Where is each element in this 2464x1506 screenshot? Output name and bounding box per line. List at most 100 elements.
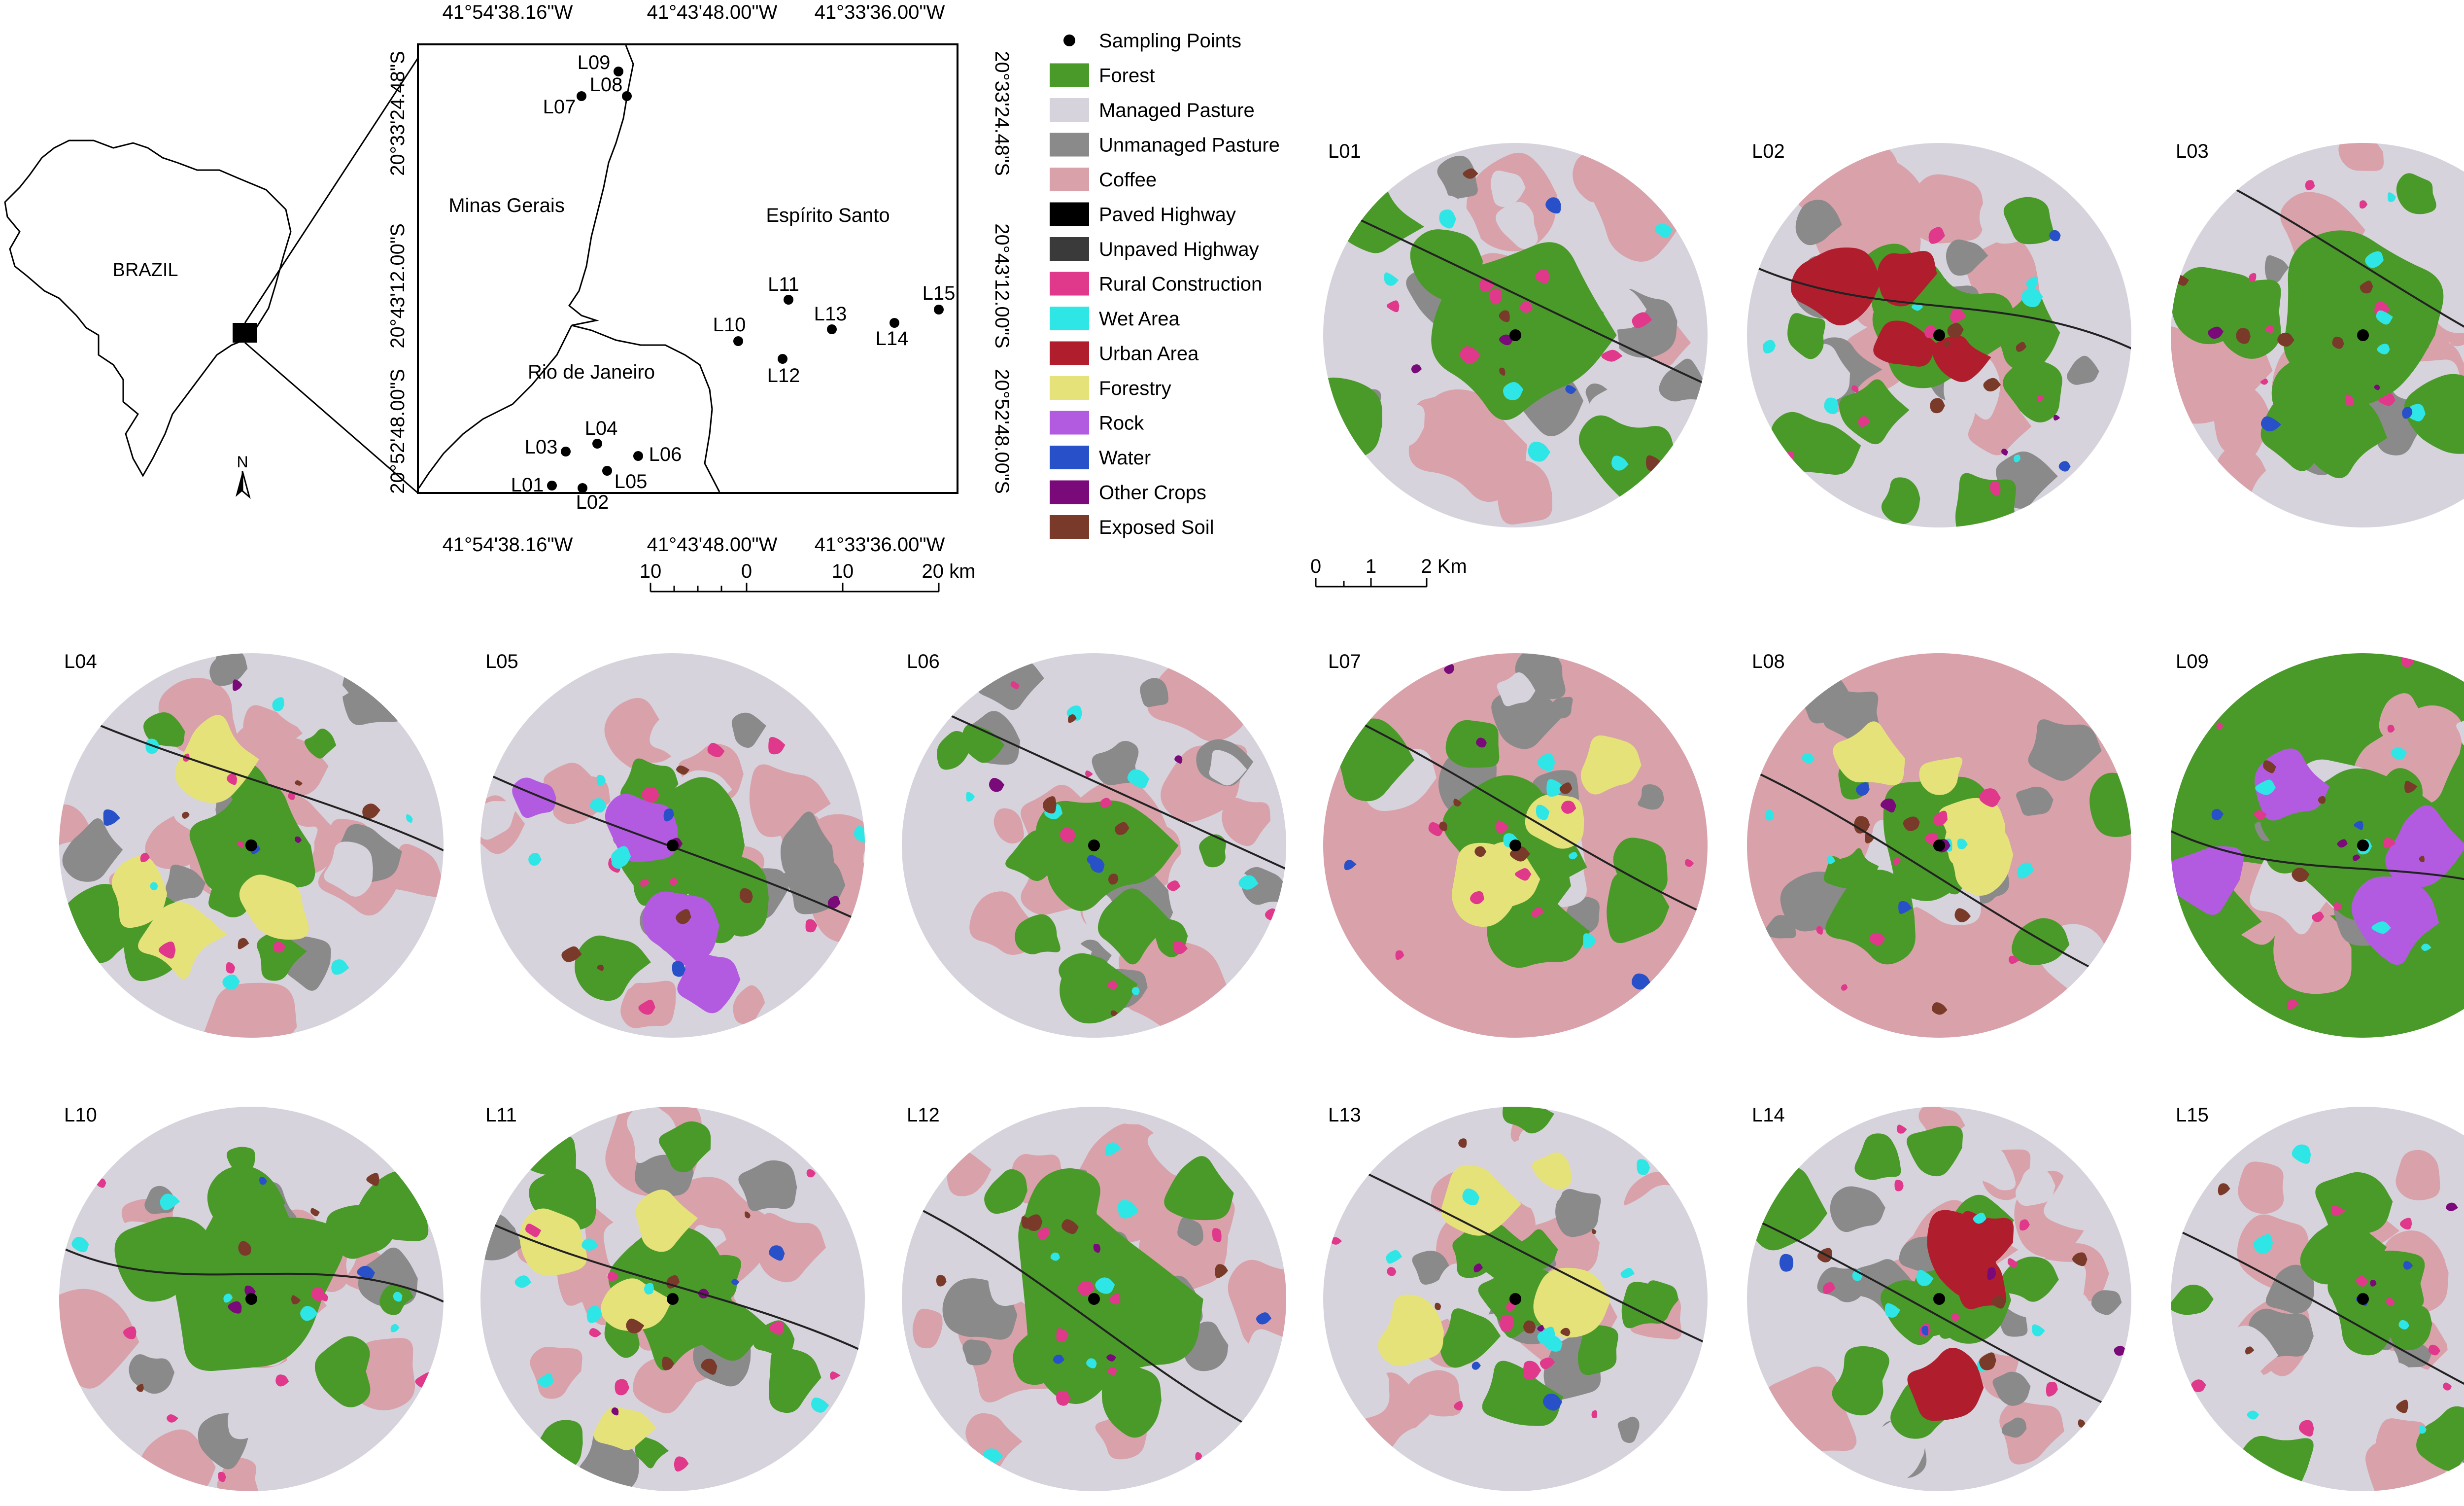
legend-label: Water xyxy=(1099,447,1151,469)
landuse-circle-l04: L04 xyxy=(59,651,444,1038)
legend-swatch xyxy=(1050,237,1089,261)
scale-circle-tick-2: 2 Km xyxy=(1421,556,1467,577)
legend-label: Coffee xyxy=(1099,169,1157,191)
circle-label: L01 xyxy=(1328,140,1361,162)
scale-main-tick-10-left: 10 xyxy=(640,560,662,582)
sampling-point xyxy=(1933,329,1945,341)
scale-main-tick-10: 10 xyxy=(832,560,854,582)
landuse-circle-l01: L01 xyxy=(1323,140,1708,527)
sampling-point xyxy=(1088,1293,1100,1305)
sampling-point xyxy=(1509,1293,1521,1305)
lon-top-1: 41°54'38.16"W xyxy=(443,1,573,23)
lon-bottom-2: 41°43'48.00"W xyxy=(647,534,778,556)
sampling-point-l11 xyxy=(784,295,793,305)
sampling-point xyxy=(1509,329,1521,341)
circle-label: L09 xyxy=(2176,651,2209,672)
sampling-point xyxy=(2357,329,2369,341)
sampling-point-label: L12 xyxy=(767,365,800,386)
map-frame xyxy=(417,43,958,494)
circle-label: L02 xyxy=(1752,140,1785,162)
north-arrow xyxy=(235,470,250,498)
legend-swatch xyxy=(1050,515,1089,539)
circle-label: L12 xyxy=(907,1104,940,1126)
landuse-circle-l02: L02 xyxy=(1747,140,2131,527)
legend-label: Sampling Points xyxy=(1099,30,1241,52)
legend-label: Rural Construction xyxy=(1099,274,1262,295)
sampling-point xyxy=(2357,840,2369,851)
scale-circle-tick-0: 0 xyxy=(1310,556,1321,577)
brazil-outline xyxy=(4,140,292,478)
sampling-point-l09 xyxy=(614,67,623,76)
legend-label: Forest xyxy=(1099,65,1155,87)
study-area-marker xyxy=(233,323,257,343)
legend-label: Rock xyxy=(1099,413,1144,434)
state-label-rio-de-janeiro: Rio de Janeiro xyxy=(528,361,655,383)
legend-label: Unmanaged Pasture xyxy=(1099,135,1280,156)
landuse-circle-l14: L14 xyxy=(1747,1104,2131,1491)
lon-bottom-1: 41°54'38.16"W xyxy=(443,534,573,556)
legend-swatch xyxy=(1063,35,1075,46)
legend-label: Exposed Soil xyxy=(1099,517,1214,538)
sampling-point-label: L05 xyxy=(615,471,648,492)
legend-swatch xyxy=(1050,480,1089,504)
circle-label: L10 xyxy=(64,1104,97,1126)
landuse-circle-l07: L07 xyxy=(1323,651,1708,1038)
sampling-point xyxy=(245,840,257,851)
sampling-point-l03 xyxy=(561,447,571,456)
lon-top-2: 41°43'48.00"W xyxy=(647,1,778,23)
circle-label: L11 xyxy=(485,1104,517,1126)
legend: Sampling Points Forest Managed Pasture Unma… xyxy=(1050,30,1280,539)
legend-label: Unpaved Highway xyxy=(1099,239,1259,260)
state-label-espirito-santo: Espírito Santo xyxy=(766,205,890,226)
circle-label: L14 xyxy=(1752,1104,1785,1126)
landuse-circle-l11: L11 xyxy=(480,1104,865,1491)
state-border-mg-rj xyxy=(418,325,573,489)
sampling-point-label: L10 xyxy=(713,314,746,336)
zoom-line-bottom xyxy=(244,342,418,494)
sampling-point-label: L09 xyxy=(578,52,611,73)
country-label: BRAZIL xyxy=(112,260,178,280)
landuse-circle-l06: L06 xyxy=(902,651,1286,1038)
lat-right-1: 20°33'24.48"S xyxy=(991,51,1013,176)
legend-swatch xyxy=(1050,272,1089,296)
sampling-point-l02 xyxy=(578,483,587,493)
circle-label: L04 xyxy=(64,651,97,672)
circle-label: L07 xyxy=(1328,651,1361,672)
sampling-point xyxy=(1088,840,1100,851)
lat-right-2: 20°43'12.00"S xyxy=(991,223,1013,349)
landuse-circle-l12: L12 xyxy=(902,1104,1286,1491)
circle-label: L06 xyxy=(907,651,940,672)
legend-swatch xyxy=(1050,411,1089,435)
legend-label: Wet Area xyxy=(1099,308,1180,330)
state-label-minas-gerais: Minas Gerais xyxy=(448,195,565,216)
sampling-point-label: L04 xyxy=(585,418,618,439)
lon-top-3: 41°33'36.00"W xyxy=(815,1,945,23)
sampling-point xyxy=(1509,840,1521,851)
sampling-point-l14 xyxy=(890,318,899,328)
legend-swatch xyxy=(1050,446,1089,469)
sampling-point-l04 xyxy=(592,439,602,449)
landuse-circle-l08: L08 xyxy=(1747,651,2131,1038)
scale-main-tick-0: 0 xyxy=(741,560,752,582)
sampling-point-label: L11 xyxy=(768,274,799,295)
scale-bar-main: 10 0 10 20 km xyxy=(640,560,975,593)
sampling-point-l08 xyxy=(622,91,632,101)
scale-bar-circles: 0 1 2 Km xyxy=(1310,556,1467,588)
legend-swatch xyxy=(1050,376,1089,400)
legend-swatch xyxy=(1050,202,1089,226)
landuse-circle-l13: L13 xyxy=(1323,1104,1708,1491)
brazil-inset: BRAZIL N xyxy=(4,58,419,498)
lat-left-1: 20°33'24.48"S xyxy=(387,51,409,176)
legend-swatch xyxy=(1050,98,1089,122)
sampling-point-label: L14 xyxy=(876,328,909,350)
lat-left-2: 20°43'12.00"S xyxy=(387,223,409,349)
lat-left-3: 20°52'48.00"S xyxy=(387,369,409,494)
zoom-line-top xyxy=(244,58,419,323)
sampling-point-label: L15 xyxy=(923,282,956,304)
circle-label: L15 xyxy=(2176,1104,2209,1126)
sampling-point-l07 xyxy=(577,91,586,101)
legend-swatch xyxy=(1050,133,1089,157)
legend-label: Other Crops xyxy=(1099,482,1206,504)
sampling-point-label: L08 xyxy=(590,74,623,96)
